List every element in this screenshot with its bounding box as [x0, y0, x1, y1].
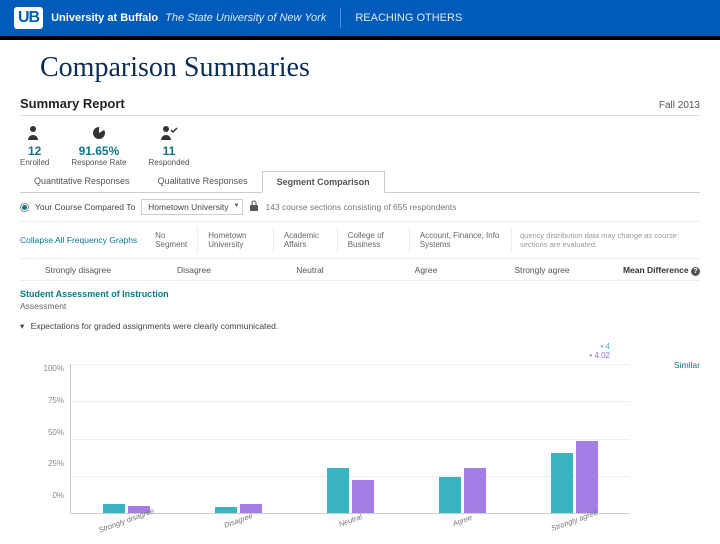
- section-title: Student Assessment of Instruction: [20, 281, 700, 301]
- bar-group-2: [295, 364, 407, 513]
- stat-responded-label: Responded: [149, 158, 190, 167]
- ytick-50: 50%: [48, 428, 64, 437]
- info-icon[interactable]: ?: [691, 267, 700, 276]
- tab-quantitative[interactable]: Quantitative Responses: [20, 171, 144, 192]
- bar-course-4: [551, 453, 573, 513]
- bar-comparison-4: [576, 441, 598, 513]
- stat-response-rate: 91.65% Response Rate: [71, 124, 126, 167]
- scale-3: Agree: [368, 265, 484, 276]
- scale-1: Disagree: [136, 265, 252, 276]
- x-axis: Strongly disagree Disagree Neutral Agree…: [70, 514, 630, 525]
- ytick-25: 25%: [48, 459, 64, 468]
- bar-group-0: [71, 364, 183, 513]
- stat-enrolled-value: 12: [20, 144, 49, 158]
- stat-responded: 11 Responded: [149, 124, 190, 167]
- lock-icon: [249, 200, 259, 214]
- controls-row: Your Course Compared To Hometown Univers…: [20, 193, 700, 222]
- top-banner: UB University at Buffalo The State Unive…: [0, 0, 720, 36]
- bar-course-2: [327, 468, 349, 513]
- stat-enrolled-label: Enrolled: [20, 158, 49, 167]
- report-header: Summary Report Fall 2013: [20, 96, 700, 116]
- seg-tab-0[interactable]: No Segment: [145, 227, 198, 253]
- scale-0: Strongly disagree: [20, 265, 136, 276]
- bar-course-3: [439, 477, 461, 513]
- avg-course: • 4: [601, 342, 610, 351]
- bar-course-1: [215, 507, 237, 513]
- avg-labels: • 4: [20, 342, 700, 351]
- info-text: 143 course sections consisting of 655 re…: [265, 202, 456, 212]
- question-row[interactable]: ▾ Expectations for graded assignments we…: [20, 317, 700, 336]
- seg-tab-1[interactable]: Hometown University: [198, 227, 274, 253]
- person-icon: [20, 124, 49, 142]
- person-check-icon: [149, 124, 190, 142]
- avg-labels-2: • 4.02: [20, 351, 700, 360]
- segment-note: quency distribution data may change as c…: [520, 231, 700, 249]
- stat-responded-value: 11: [149, 144, 190, 158]
- bar-course-0: [103, 504, 125, 513]
- question-text: Expectations for graded assignments were…: [31, 321, 279, 331]
- compare-select[interactable]: Hometown University: [141, 199, 243, 215]
- ytick-75: 75%: [48, 396, 64, 405]
- avg-comparison: • 4.02: [589, 351, 610, 360]
- caret-down-icon: ▾: [20, 321, 24, 332]
- section-sub: Assessment: [20, 301, 700, 317]
- stat-response-label: Response Rate: [71, 158, 126, 167]
- pie-icon: [71, 124, 126, 142]
- scale-2: Neutral: [252, 265, 368, 276]
- stat-response-value: 91.65%: [71, 144, 126, 158]
- segment-row: Collapse All Frequency Graphs No Segment…: [20, 222, 700, 259]
- banner-university-text: University at Buffalo The State Universi…: [51, 12, 326, 24]
- ytick-100: 100%: [44, 364, 64, 373]
- bar-group-1: [183, 364, 295, 513]
- segment-tabs: No Segment Hometown University Academic …: [145, 227, 512, 253]
- chart-area: • 4 • 4.02 Similar 100% 75% 50% 25% 0% S: [20, 342, 700, 525]
- seg-tab-4[interactable]: Account, Finance, Info Systems: [410, 227, 512, 253]
- radio-selected[interactable]: [20, 203, 29, 212]
- report-term: Fall 2013: [659, 100, 700, 111]
- collapse-link[interactable]: Collapse All Frequency Graphs: [20, 235, 137, 245]
- page-title: Comparison Summaries: [0, 40, 720, 90]
- stat-enrolled: 12 Enrolled: [20, 124, 49, 167]
- seg-tab-3[interactable]: College of Business: [338, 227, 410, 253]
- bar-group-3: [406, 364, 518, 513]
- bar-group-4: [518, 364, 630, 513]
- seg-tab-2[interactable]: Academic Affairs: [274, 227, 338, 253]
- mean-diff-header: Mean Difference ?: [600, 265, 700, 276]
- stats-row: 12 Enrolled 91.65% Response Rate 11 Resp…: [20, 116, 700, 171]
- ub-logo: UB: [14, 7, 43, 29]
- tab-segment[interactable]: Segment Comparison: [262, 171, 385, 193]
- y-axis: 100% 75% 50% 25% 0%: [20, 364, 70, 514]
- banner-right-text: REACHING OTHERS: [355, 12, 462, 24]
- plot-area: [70, 364, 630, 514]
- report-title: Summary Report: [20, 96, 125, 111]
- report-panel: Summary Report Fall 2013 12 Enrolled 91.…: [0, 90, 720, 525]
- ytick-0: 0%: [52, 491, 64, 500]
- banner-divider: [340, 8, 341, 28]
- compare-label: Your Course Compared To: [35, 202, 135, 212]
- scale-row: Strongly disagree Disagree Neutral Agree…: [20, 259, 700, 281]
- tab-qualitative[interactable]: Qualitative Responses: [144, 171, 262, 192]
- report-tabs: Quantitative Responses Qualitative Respo…: [20, 171, 700, 193]
- scale-4: Strongly agree: [484, 265, 600, 276]
- similar-label: Similar: [674, 360, 700, 370]
- bar-chart: 100% 75% 50% 25% 0%: [20, 364, 700, 514]
